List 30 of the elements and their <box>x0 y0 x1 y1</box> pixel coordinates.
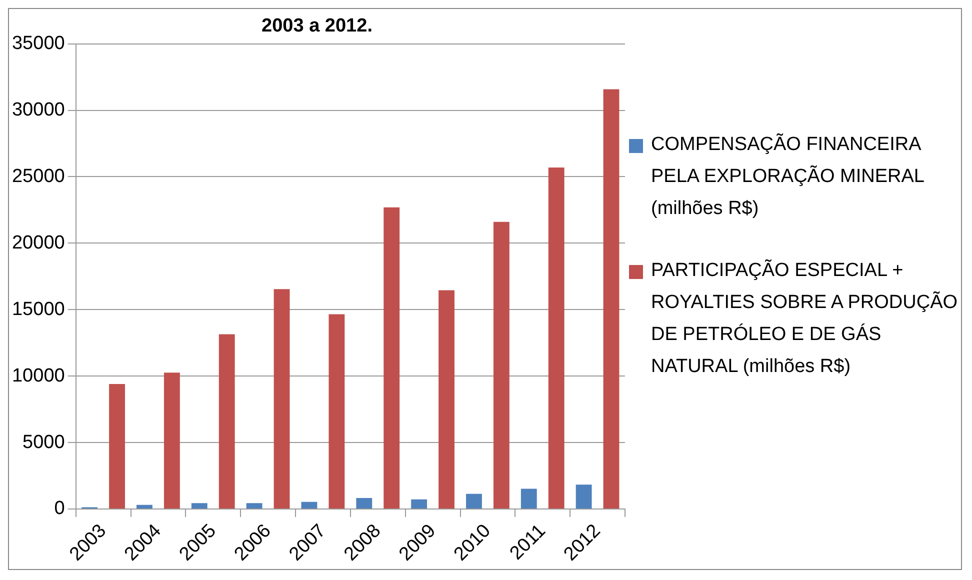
bar <box>493 222 510 508</box>
bar <box>246 503 262 508</box>
bar <box>411 499 428 508</box>
bar <box>136 504 152 508</box>
bar <box>576 484 592 508</box>
bar <box>603 89 620 508</box>
legend-label: PARTICIPAÇÃO ESPECIAL + ROYALTIES SOBRE A PRODUÇÃO DE PETRÓLEO E DE GÁS NATURAL (milhões R$) <box>651 258 959 379</box>
chart-title: 2003 a 2012. <box>262 16 372 37</box>
bar <box>274 289 290 508</box>
bar <box>164 372 180 508</box>
bar <box>466 494 482 508</box>
bar <box>191 503 208 508</box>
y-tick-label: 0 <box>54 498 65 520</box>
y-tick-label: 5000 <box>22 432 65 453</box>
bar <box>520 488 537 508</box>
y-tick-label: 25000 <box>12 166 65 187</box>
bar <box>548 168 564 508</box>
bar <box>109 384 125 508</box>
y-tick-label: 30000 <box>12 99 65 120</box>
y-tick-label: 10000 <box>12 365 65 386</box>
y-tick-label: 35000 <box>12 33 65 54</box>
bar <box>438 290 454 508</box>
bar <box>218 334 235 508</box>
bar <box>356 498 372 508</box>
bar <box>328 314 345 508</box>
bar <box>384 207 400 508</box>
legend-label: COMPENSAÇÃO FINANCEIRA PELA EXPLORAÇÃO MINERAL (milhões R$) <box>651 132 925 221</box>
y-tick-label: 15000 <box>12 298 65 320</box>
y-tick-label: 20000 <box>12 232 65 254</box>
bar <box>301 502 318 508</box>
